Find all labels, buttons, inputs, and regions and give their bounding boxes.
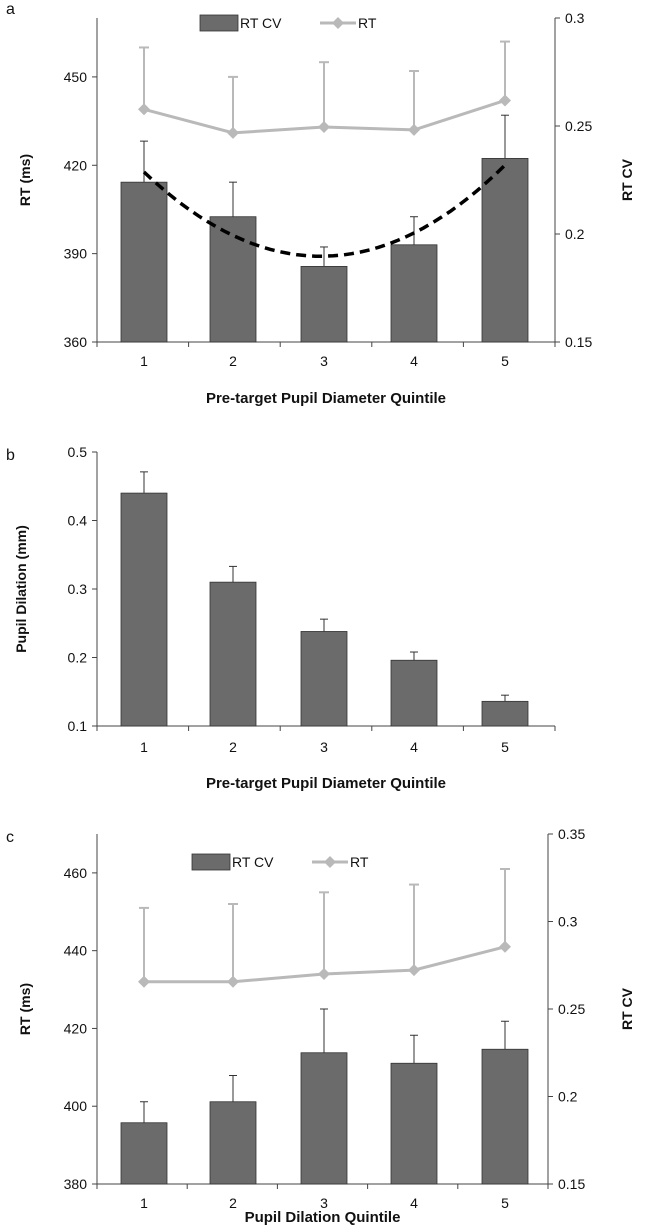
rt-point-marker bbox=[318, 968, 330, 980]
right-tick-label: 0.15 bbox=[558, 1176, 585, 1192]
rt-point-marker bbox=[408, 123, 420, 136]
bar bbox=[209, 1101, 257, 1185]
legend-swatch-bar bbox=[191, 853, 231, 871]
right-axis-label: RT CV bbox=[619, 987, 635, 1030]
panel-label: c bbox=[6, 829, 14, 846]
x-tick-label: 1 bbox=[140, 353, 148, 369]
x-tick-label: 5 bbox=[501, 1195, 509, 1211]
left-tick-label: 440 bbox=[64, 943, 88, 959]
bar bbox=[120, 181, 168, 343]
x-axis-label: Pupil Dilation Quintile bbox=[245, 1209, 401, 1225]
left-tick-label: 390 bbox=[64, 246, 88, 262]
x-axis-label: Pre-target Pupil Diameter Quintile bbox=[206, 775, 446, 792]
left-tick-label: 0.5 bbox=[68, 444, 88, 460]
x-tick-label: 3 bbox=[320, 353, 328, 369]
left-tick-label: 0.4 bbox=[68, 513, 88, 529]
bar bbox=[300, 1052, 348, 1185]
left-tick-label: 450 bbox=[64, 69, 88, 85]
left-tick-label: 0.3 bbox=[68, 581, 88, 597]
legend: RT CV RT bbox=[199, 14, 377, 32]
x-tick-label: 2 bbox=[229, 353, 237, 369]
chart-panel-b: b 0.1 0.2 0.3 0.4 0.5 Pupil Dilation (mm) 1 2 3 4 5… bbox=[6, 444, 556, 792]
quadratic-trendline bbox=[142, 163, 507, 258]
rt-point-marker bbox=[318, 120, 330, 133]
right-tick-label: 0.25 bbox=[565, 118, 592, 134]
x-tick-label: 5 bbox=[501, 353, 509, 369]
panel-label: a bbox=[6, 1, 15, 18]
rt-point-marker bbox=[499, 940, 511, 953]
rt-point-marker bbox=[227, 975, 239, 988]
legend-label: RT CV bbox=[240, 15, 282, 31]
rt-point-marker bbox=[227, 126, 239, 139]
legend-swatch-bar bbox=[199, 14, 239, 32]
legend-marker bbox=[332, 17, 344, 29]
legend-label: RT bbox=[358, 15, 377, 31]
right-tick-label: 0.15 bbox=[565, 334, 592, 350]
panel-label: b bbox=[6, 447, 15, 464]
bar bbox=[390, 1062, 438, 1185]
left-tick-label: 420 bbox=[64, 1020, 88, 1036]
bar bbox=[390, 659, 438, 727]
right-axis-label: RT CV bbox=[619, 158, 635, 201]
bar bbox=[209, 581, 257, 727]
chart-panel-a: a 360 390 420 450 RT (ms) 0.15 0.2 0.25 0.3 RT CV 1… bbox=[6, 1, 635, 407]
right-tick-label: 0.2 bbox=[558, 1089, 578, 1105]
rt-point-marker bbox=[138, 975, 150, 988]
rt-point-marker bbox=[138, 103, 150, 116]
legend-marker bbox=[324, 856, 336, 868]
right-tick-label: 0.2 bbox=[565, 226, 585, 242]
legend-label: RT CV bbox=[232, 854, 274, 870]
x-axis-label: Pre-target Pupil Diameter Quintile bbox=[206, 390, 446, 407]
rt-point-marker bbox=[499, 94, 511, 107]
x-tick-label: 4 bbox=[410, 1195, 418, 1211]
right-tick-label: 0.25 bbox=[558, 1001, 585, 1017]
bar bbox=[300, 265, 348, 343]
bar bbox=[300, 631, 348, 727]
bar bbox=[481, 157, 529, 343]
rt-point-marker bbox=[408, 964, 420, 977]
left-tick-label: 380 bbox=[64, 1176, 88, 1192]
left-tick-label: 0.2 bbox=[68, 650, 88, 666]
x-tick-label: 4 bbox=[410, 353, 418, 369]
bar bbox=[481, 1048, 529, 1185]
x-tick-label: 3 bbox=[320, 739, 328, 755]
left-tick-label: 460 bbox=[64, 865, 88, 881]
left-axis-label: RT (ms) bbox=[17, 983, 33, 1035]
bar bbox=[390, 244, 438, 343]
left-tick-label: 420 bbox=[64, 157, 88, 173]
bar bbox=[209, 216, 257, 343]
x-tick-label: 1 bbox=[140, 1195, 148, 1211]
left-tick-label: 0.1 bbox=[68, 718, 88, 734]
bar bbox=[481, 700, 529, 727]
x-tick-label: 2 bbox=[229, 1195, 237, 1211]
x-tick-label: 2 bbox=[229, 739, 237, 755]
x-tick-label: 4 bbox=[410, 739, 418, 755]
left-axis-label: RT (ms) bbox=[17, 154, 33, 206]
chart-panel-c: c 380 400 420 440 460 RT (ms) 0.15 0.2 0.25 0.3 0.3… bbox=[6, 826, 635, 1225]
x-tick-label: 5 bbox=[501, 739, 509, 755]
legend: RT CV RT bbox=[191, 853, 369, 871]
left-tick-label: 400 bbox=[64, 1098, 88, 1114]
legend-label: RT bbox=[350, 854, 369, 870]
left-axis-label: Pupil Dilation (mm) bbox=[13, 525, 29, 653]
x-tick-label: 1 bbox=[140, 739, 148, 755]
right-tick-label: 0.3 bbox=[565, 10, 585, 26]
right-tick-label: 0.3 bbox=[558, 914, 578, 930]
bar bbox=[120, 492, 168, 727]
bar bbox=[120, 1122, 168, 1185]
x-tick-label: 3 bbox=[320, 1195, 328, 1211]
left-tick-label: 360 bbox=[64, 334, 88, 350]
right-tick-label: 0.35 bbox=[558, 826, 585, 842]
